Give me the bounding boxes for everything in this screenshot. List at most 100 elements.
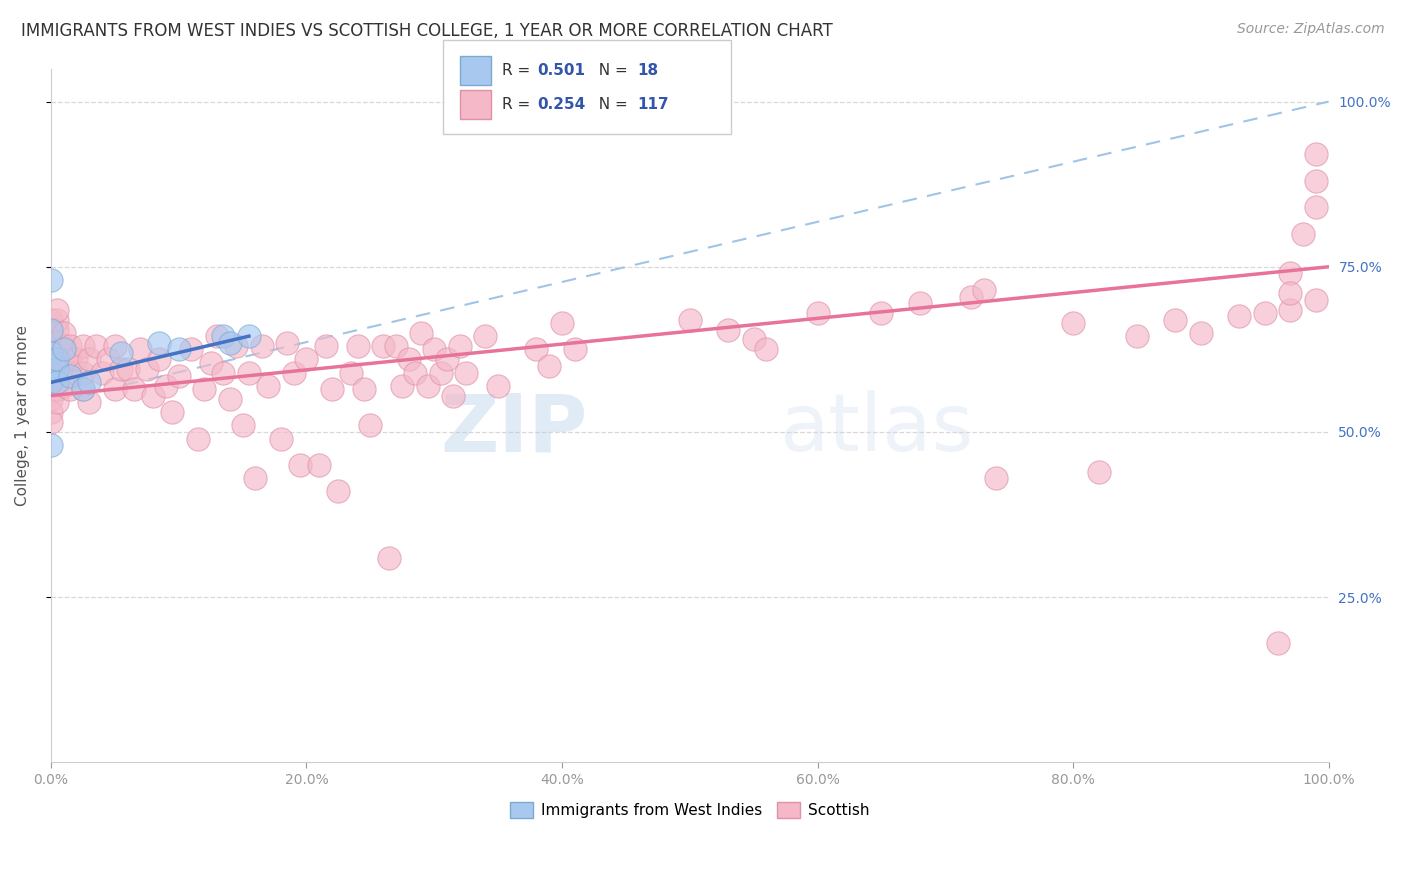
Point bbox=[72, 382, 94, 396]
Point bbox=[346, 339, 368, 353]
Point bbox=[39, 378, 62, 392]
Point bbox=[97, 352, 120, 367]
Point bbox=[538, 359, 561, 373]
Point bbox=[72, 366, 94, 380]
Point bbox=[39, 376, 62, 390]
Point bbox=[371, 339, 394, 353]
Point bbox=[564, 343, 586, 357]
Point bbox=[238, 366, 260, 380]
Point bbox=[755, 343, 778, 357]
Point bbox=[218, 335, 240, 350]
Point bbox=[1292, 227, 1315, 241]
Point bbox=[1305, 147, 1327, 161]
Point bbox=[39, 312, 62, 326]
Point bbox=[551, 316, 574, 330]
Text: Source: ZipAtlas.com: Source: ZipAtlas.com bbox=[1237, 22, 1385, 37]
Text: 117: 117 bbox=[637, 97, 668, 112]
Point bbox=[39, 273, 62, 287]
Point bbox=[59, 352, 82, 367]
Point bbox=[46, 352, 69, 367]
Point bbox=[39, 405, 62, 419]
Point bbox=[72, 339, 94, 353]
Point bbox=[39, 352, 62, 367]
Point bbox=[46, 376, 69, 390]
Point bbox=[59, 382, 82, 396]
Point bbox=[288, 458, 311, 472]
Point bbox=[526, 343, 548, 357]
Point bbox=[353, 382, 375, 396]
Point bbox=[122, 382, 145, 396]
Point bbox=[160, 405, 183, 419]
Point bbox=[1305, 174, 1327, 188]
Point bbox=[908, 296, 931, 310]
Point bbox=[321, 382, 343, 396]
Point bbox=[486, 378, 509, 392]
Point bbox=[65, 366, 87, 380]
Point bbox=[679, 312, 702, 326]
Point bbox=[104, 339, 127, 353]
Point bbox=[46, 368, 69, 383]
Legend: Immigrants from West Indies, Scottish: Immigrants from West Indies, Scottish bbox=[505, 796, 876, 824]
Text: R =: R = bbox=[502, 63, 536, 78]
Point bbox=[46, 362, 69, 376]
Point bbox=[1227, 310, 1250, 324]
Point bbox=[328, 484, 350, 499]
Point bbox=[1126, 329, 1149, 343]
Point bbox=[52, 352, 75, 367]
Point bbox=[91, 366, 114, 380]
Point bbox=[378, 550, 401, 565]
Text: atlas: atlas bbox=[779, 391, 973, 468]
Point bbox=[59, 366, 82, 380]
Point bbox=[59, 339, 82, 353]
Text: 18: 18 bbox=[637, 63, 658, 78]
Point bbox=[359, 418, 381, 433]
Point bbox=[212, 366, 235, 380]
Point bbox=[806, 306, 828, 320]
Point bbox=[52, 326, 75, 340]
Point bbox=[77, 376, 100, 390]
Point bbox=[423, 343, 446, 357]
Point bbox=[986, 471, 1008, 485]
Point bbox=[225, 339, 247, 353]
Point bbox=[148, 335, 170, 350]
Point bbox=[39, 362, 62, 376]
Point bbox=[39, 392, 62, 406]
Point bbox=[77, 395, 100, 409]
Point bbox=[39, 335, 62, 350]
Point bbox=[117, 362, 139, 376]
Y-axis label: College, 1 year or more: College, 1 year or more bbox=[15, 325, 30, 506]
Point bbox=[84, 339, 107, 353]
Point bbox=[742, 333, 765, 347]
Point bbox=[1305, 293, 1327, 307]
Point bbox=[429, 366, 451, 380]
Point bbox=[276, 335, 298, 350]
Point bbox=[72, 382, 94, 396]
Point bbox=[142, 389, 165, 403]
Point bbox=[238, 329, 260, 343]
Point bbox=[205, 329, 228, 343]
Point bbox=[340, 366, 363, 380]
Point bbox=[257, 378, 280, 392]
Point bbox=[404, 366, 426, 380]
Point bbox=[46, 335, 69, 350]
Point bbox=[52, 343, 75, 357]
Point bbox=[1254, 306, 1277, 320]
Point bbox=[295, 352, 318, 367]
Point bbox=[77, 352, 100, 367]
Point bbox=[1279, 286, 1302, 301]
Point bbox=[436, 352, 458, 367]
Point bbox=[870, 306, 893, 320]
Point bbox=[1087, 465, 1109, 479]
Point bbox=[65, 352, 87, 367]
Point bbox=[717, 322, 740, 336]
Point bbox=[960, 289, 983, 303]
Point bbox=[46, 322, 69, 336]
Point bbox=[39, 345, 62, 359]
Text: N =: N = bbox=[589, 63, 633, 78]
Point bbox=[245, 471, 267, 485]
Point bbox=[1267, 636, 1289, 650]
Point bbox=[46, 302, 69, 317]
Point bbox=[187, 432, 209, 446]
Point bbox=[456, 366, 478, 380]
Point bbox=[391, 378, 413, 392]
